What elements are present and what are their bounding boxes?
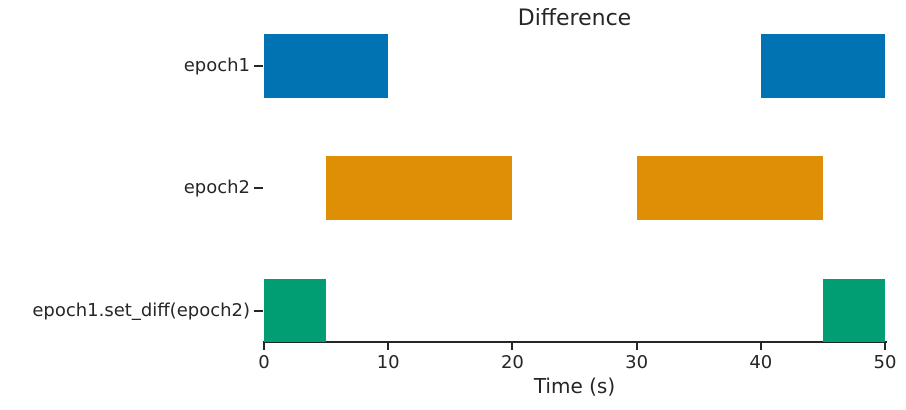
y-tick-mark — [254, 64, 263, 67]
interval-bar-epoch2-1 — [636, 156, 823, 220]
y-tick-mark — [254, 309, 263, 312]
interval-bar-epoch1-set-diff-epoch2--0 — [264, 278, 327, 342]
x-tick-mark — [263, 343, 265, 350]
chart-title: Difference — [517, 6, 632, 31]
x-axis-label: Time (s) — [533, 374, 616, 398]
x-tick-label: 50 — [873, 352, 897, 373]
x-tick-mark — [635, 343, 638, 350]
interval-bar-epoch1-1 — [760, 33, 885, 98]
x-tick-mark — [884, 343, 886, 350]
x-tick-label: 30 — [625, 352, 649, 373]
x-axis-line — [263, 341, 887, 343]
x-tick-label: 40 — [749, 352, 773, 373]
y-tick-mark — [254, 187, 263, 189]
x-tick-mark — [387, 343, 390, 350]
interval-bar-epoch1-0 — [264, 33, 389, 98]
row-label-epoch2: epoch2 — [183, 177, 250, 198]
x-tick-mark — [511, 343, 514, 350]
x-tick-label: 20 — [500, 352, 524, 373]
interval-bar-epoch2-0 — [326, 156, 513, 220]
x-tick-label: 0 — [258, 352, 270, 373]
row-label-epoch1: epoch1 — [183, 54, 250, 76]
row-label-epoch1-set-diff-epoch2-: epoch1.set_diff(epoch2) — [32, 299, 250, 321]
x-tick-label: 10 — [376, 352, 400, 373]
x-tick-mark — [759, 343, 762, 350]
interval-bar-epoch1-set-diff-epoch2--1 — [822, 278, 885, 342]
